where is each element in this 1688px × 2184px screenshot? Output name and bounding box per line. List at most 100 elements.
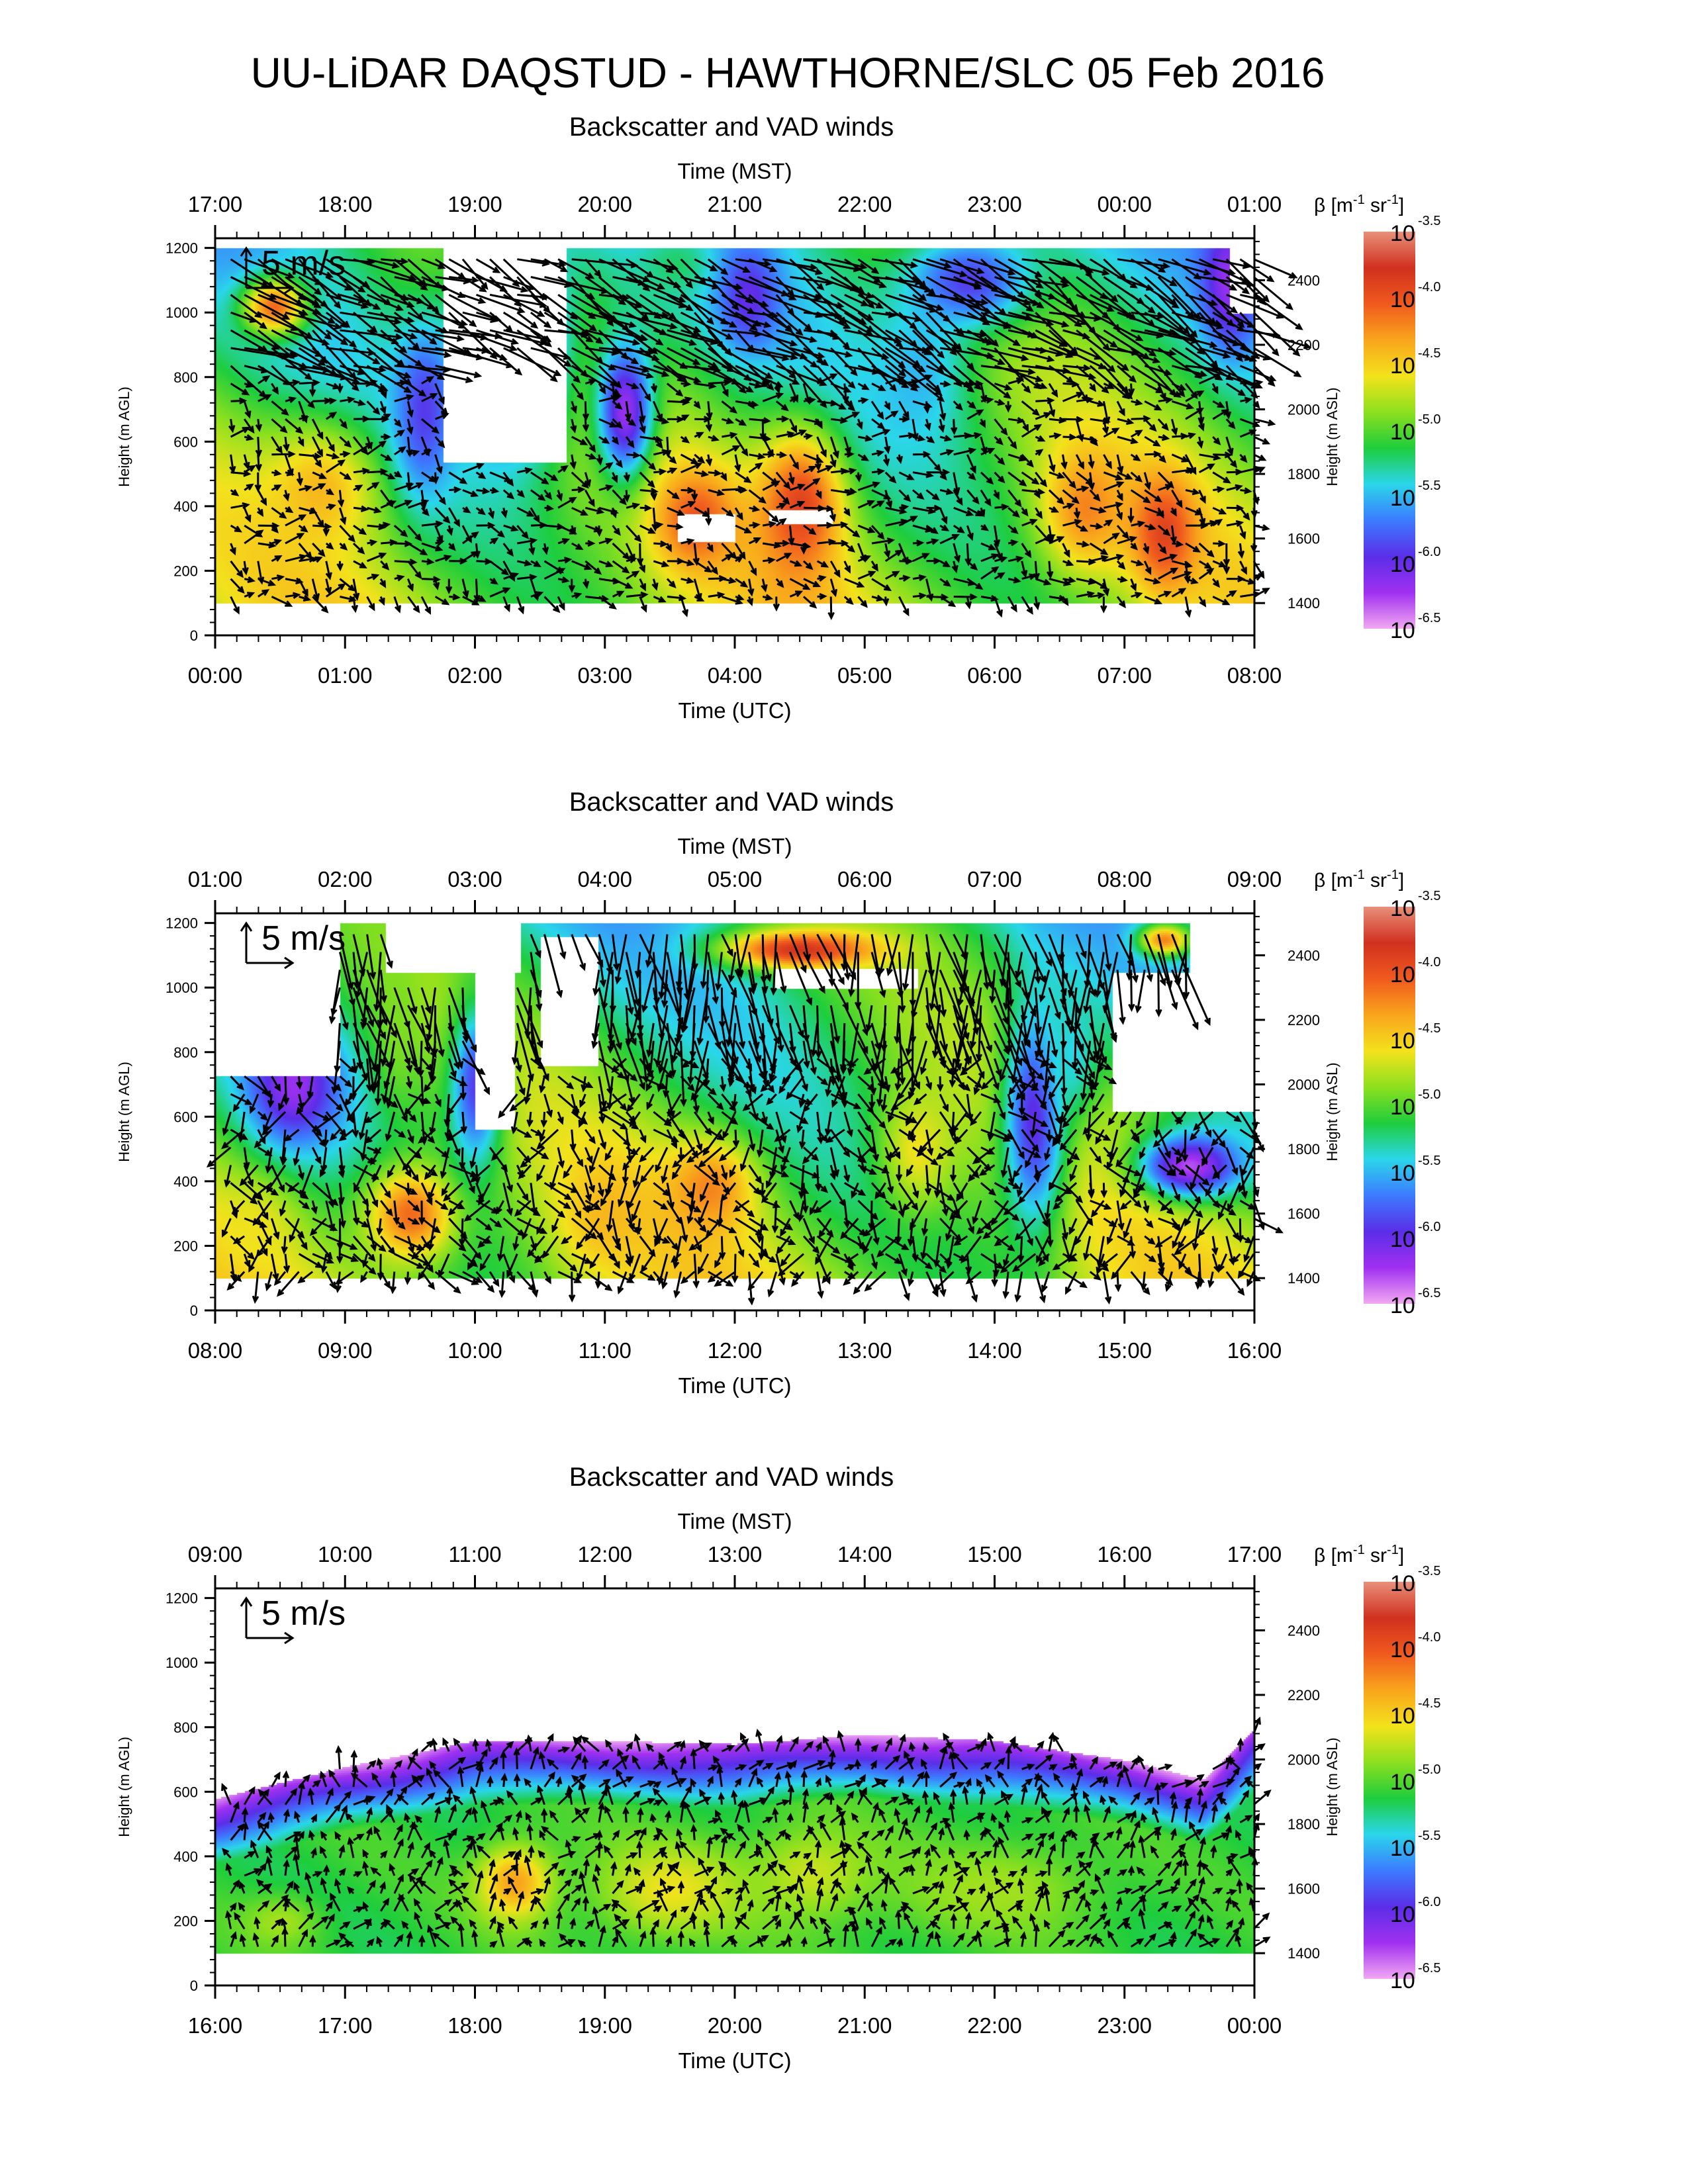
- wind-vector: [1199, 453, 1221, 461]
- wind-vector: [1178, 1849, 1187, 1859]
- wind-vector: [710, 1890, 723, 1912]
- wind-vector: [858, 435, 873, 442]
- wind-vector: [285, 379, 301, 387]
- wind-vector: [491, 1146, 504, 1161]
- wind-vector: [1062, 576, 1076, 584]
- wind-vector: [1041, 1271, 1051, 1293]
- wind-vector: [829, 578, 838, 598]
- wind-vector: [827, 1792, 835, 1805]
- wind-vector: [878, 1807, 887, 1823]
- wind-vector: [612, 1829, 620, 1841]
- wind-vector: [407, 578, 414, 592]
- wind-vector: [1199, 347, 1231, 359]
- wind-vector: [285, 1831, 302, 1841]
- wind-vector: [1062, 1182, 1084, 1203]
- wind-vector: [800, 1936, 808, 1947]
- wind-vector: [994, 596, 1003, 618]
- wind-vector: [462, 329, 518, 351]
- wind-vector: [1225, 1868, 1233, 1877]
- wind-vector: [1157, 471, 1174, 489]
- wind-vector: [1157, 1129, 1171, 1160]
- wind-vector: [434, 507, 451, 524]
- wind-vector: [256, 507, 264, 518]
- wind-vector: [530, 1888, 545, 1895]
- wind-vector: [322, 1129, 330, 1148]
- wind-vector: [843, 436, 852, 455]
- wind-vector: [434, 1805, 442, 1823]
- wind-vector: [379, 400, 387, 415]
- wind-vector: [673, 1236, 682, 1269]
- wind-vector: [831, 521, 849, 529]
- wind-vector: [459, 1147, 466, 1170]
- wind-vector: [708, 1817, 721, 1825]
- wind-vector: [1130, 489, 1151, 504]
- wind-vector: [549, 1165, 559, 1191]
- wind-vector: [884, 410, 899, 420]
- wind-vector: [863, 1217, 886, 1237]
- wind-vector: [989, 970, 996, 1004]
- wind-vector: [1144, 578, 1162, 585]
- wind-vector: [376, 1757, 383, 1770]
- wind-vector: [612, 934, 620, 972]
- wind-vector: [352, 436, 369, 455]
- wind-vector: [1090, 400, 1105, 407]
- wind-vector: [581, 1754, 589, 1770]
- wind-vector: [543, 471, 559, 482]
- wind-vector: [950, 419, 958, 435]
- wind-vector: [407, 383, 427, 397]
- wind-vector: [933, 1236, 941, 1268]
- wind-vector: [939, 987, 947, 1018]
- wind-vector: [489, 347, 523, 376]
- wind-vector: [1090, 1889, 1100, 1896]
- wind-vector: [1171, 383, 1187, 390]
- wind-vector: [393, 1760, 403, 1770]
- wind-vector: [937, 1880, 945, 1894]
- wind-vector: [990, 1813, 998, 1823]
- wind-vector: [1253, 294, 1303, 330]
- wind-vector: [1239, 1815, 1253, 1823]
- colorbar-exponent: -4.0: [1418, 1630, 1440, 1645]
- wind-vector: [980, 489, 992, 507]
- wind-vector: [394, 558, 418, 566]
- wind-vector: [377, 1253, 385, 1281]
- wind-vector: [557, 1111, 564, 1125]
- wind-vector: [1127, 1865, 1135, 1876]
- wind-vector: [980, 1253, 1004, 1269]
- wind-vector: [676, 970, 684, 995]
- wind-vector: [747, 578, 755, 597]
- wind-vector: [626, 418, 637, 426]
- wind-vector: [920, 1236, 927, 1261]
- wind-vector: [330, 1128, 341, 1141]
- wind-vector: [1082, 1790, 1092, 1805]
- wind-vector: [937, 1827, 945, 1841]
- wind-vector: [230, 1879, 240, 1894]
- wind-vector: [434, 489, 446, 506]
- wind-vector: [612, 1880, 624, 1894]
- wind-vector: [1130, 430, 1143, 438]
- wind-vector: [612, 578, 633, 589]
- wind-vector: [566, 1784, 573, 1805]
- wind-vector: [721, 400, 738, 414]
- wind-vector: [265, 1855, 273, 1876]
- wind-vector: [387, 1164, 396, 1179]
- wind-vector: [1212, 435, 1221, 445]
- wind-vector: [870, 1760, 877, 1770]
- wind-vector: [912, 258, 968, 277]
- wind-vector: [338, 1147, 346, 1173]
- wind-vector: [1021, 1833, 1034, 1841]
- wind-vector: [408, 1874, 423, 1894]
- utc-tick-label: 18:00: [447, 2013, 502, 2038]
- wind-vector: [1035, 412, 1052, 420]
- wind-vector: [1123, 1218, 1133, 1240]
- wind-vector: [1029, 1913, 1037, 1930]
- wind-vector: [462, 1271, 483, 1283]
- wind-vector: [336, 561, 344, 572]
- wind-vector: [671, 1164, 682, 1180]
- wind-vector: [271, 1918, 283, 1930]
- wind-vector: [330, 1892, 341, 1912]
- wind-vector: [326, 503, 337, 511]
- wind-vector: [1144, 489, 1162, 503]
- wind-vector: [496, 1236, 505, 1262]
- wind-vector: [230, 1931, 237, 1947]
- wind-vector: [721, 553, 733, 563]
